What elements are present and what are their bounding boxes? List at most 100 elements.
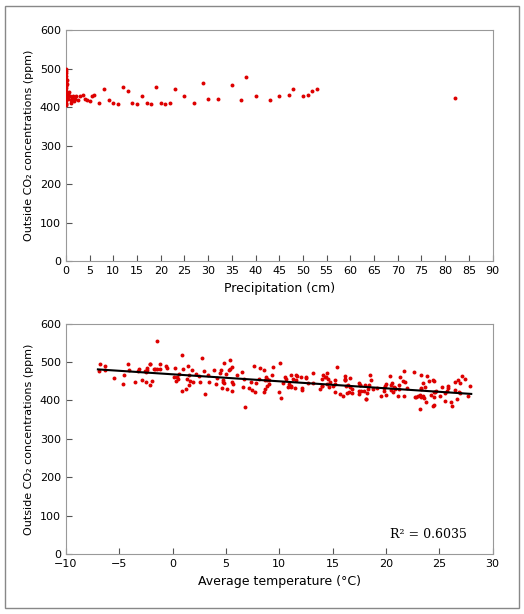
Point — [198, 353, 206, 363]
Point — [95, 367, 103, 376]
Point — [62, 94, 70, 104]
Point — [429, 375, 438, 385]
Point — [399, 376, 408, 386]
Point — [62, 77, 70, 87]
Point — [185, 376, 194, 386]
Point — [180, 91, 189, 101]
Point — [161, 99, 170, 109]
Point — [285, 379, 293, 389]
Text: R² = 0.6035: R² = 0.6035 — [390, 527, 467, 540]
Point — [252, 91, 260, 101]
Point — [342, 381, 350, 391]
Point — [189, 377, 198, 387]
Point — [217, 365, 225, 375]
Point — [421, 397, 430, 407]
Point — [152, 82, 160, 92]
Point — [304, 378, 312, 388]
Point — [239, 382, 247, 392]
Point — [303, 90, 312, 99]
Point — [461, 374, 469, 384]
Point — [318, 381, 326, 391]
Point — [380, 386, 389, 395]
Point — [315, 384, 324, 394]
Point — [438, 382, 446, 392]
Point — [451, 377, 459, 387]
Point — [220, 378, 228, 388]
Point — [343, 389, 352, 398]
Point — [302, 373, 311, 383]
Point — [66, 91, 74, 101]
Point — [443, 383, 452, 393]
Point — [109, 98, 117, 107]
Point — [293, 371, 301, 381]
Point — [252, 379, 260, 389]
Point — [241, 402, 249, 411]
Point — [161, 361, 170, 371]
Point — [309, 378, 317, 387]
Point — [62, 88, 70, 98]
Point — [430, 387, 438, 397]
Point — [123, 86, 132, 96]
Point — [63, 91, 71, 101]
Point — [184, 370, 193, 379]
Point — [387, 384, 395, 394]
Point — [247, 376, 255, 386]
Point — [366, 370, 374, 379]
Point — [153, 336, 161, 346]
Point — [147, 99, 156, 109]
Point — [348, 384, 356, 394]
Point — [464, 391, 472, 401]
Point — [153, 364, 161, 374]
Point — [263, 381, 271, 391]
Point — [288, 375, 297, 384]
Point — [260, 365, 268, 375]
Point — [362, 394, 370, 404]
Point — [361, 380, 369, 390]
Point — [62, 64, 70, 74]
Point — [447, 401, 456, 411]
Point — [341, 371, 349, 381]
Point — [400, 377, 409, 387]
Point — [283, 383, 292, 392]
Point — [85, 96, 94, 106]
Point — [101, 365, 109, 375]
Point — [419, 391, 427, 400]
Point — [222, 370, 231, 379]
Point — [336, 389, 344, 398]
Point — [228, 363, 236, 373]
Point — [363, 388, 371, 398]
Point — [297, 385, 305, 395]
Point — [423, 371, 432, 381]
Point — [341, 375, 350, 385]
Point — [275, 91, 283, 101]
Y-axis label: Outside CO₂ concentrations (ppm): Outside CO₂ concentrations (ppm) — [25, 50, 35, 241]
Point — [417, 383, 425, 392]
Point — [357, 386, 365, 396]
Point — [281, 375, 290, 384]
Point — [227, 386, 236, 396]
Point — [62, 80, 70, 90]
Point — [183, 361, 192, 371]
Point — [466, 381, 475, 391]
Point — [410, 367, 418, 376]
Point — [355, 389, 364, 398]
Point — [356, 379, 364, 389]
Point — [130, 378, 139, 387]
Point — [323, 368, 331, 378]
Point — [292, 375, 300, 385]
Point — [265, 375, 274, 384]
Point — [429, 401, 437, 411]
Point — [430, 376, 438, 386]
Point — [119, 379, 128, 389]
Point — [331, 387, 340, 397]
Point — [124, 359, 133, 369]
Point — [142, 367, 150, 377]
Point — [67, 95, 75, 105]
Point — [199, 79, 208, 88]
Point — [318, 375, 326, 384]
Point — [322, 373, 330, 383]
Point — [175, 369, 183, 379]
Point — [425, 376, 434, 386]
Point — [346, 383, 354, 392]
Point — [204, 94, 212, 104]
